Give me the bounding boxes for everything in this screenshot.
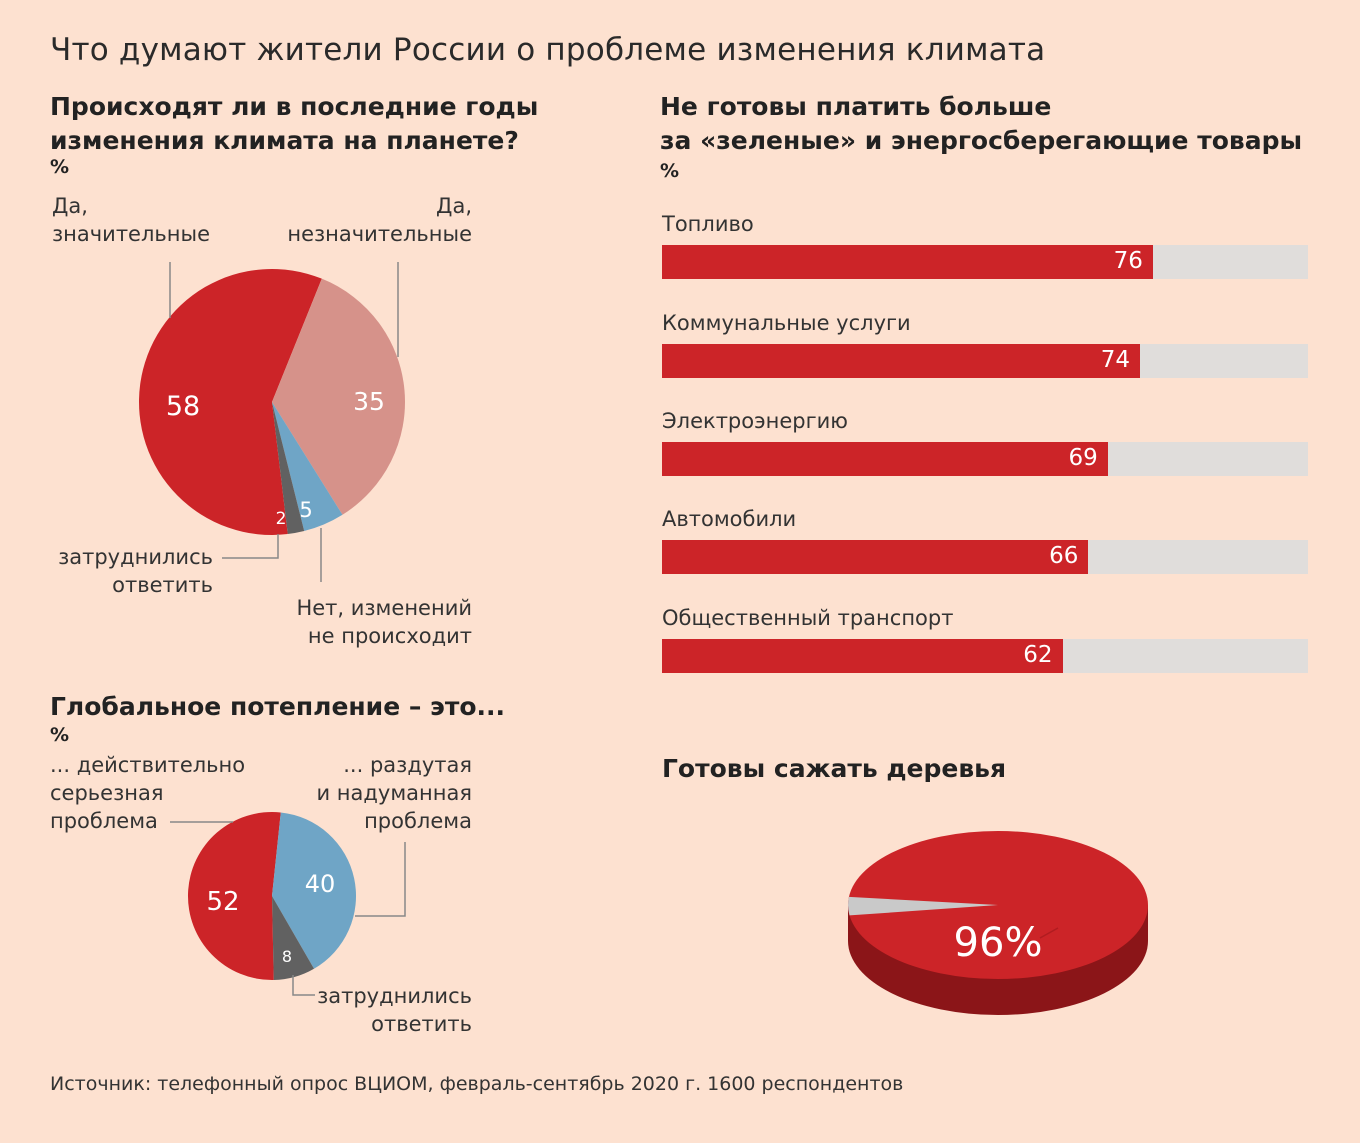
pie1-slice-no-change — [272, 402, 343, 532]
pie1-value-insignificant: 35 — [353, 387, 385, 416]
pie2-label-undecided-line2: ответить — [371, 1012, 472, 1036]
pie1-value-undecided: 2 — [276, 509, 287, 529]
pie1-label-no-change-line1: Нет, изменений — [296, 596, 472, 620]
bar-unit: % — [660, 160, 680, 182]
bar-value-cars: 66 — [1049, 543, 1079, 569]
bar-value-fuel: 76 — [1113, 248, 1143, 274]
pie2-label-exaggerated-line3: проблема — [364, 809, 472, 833]
page-title: Что думают жители России о проблеме изме… — [50, 32, 1046, 68]
bar-fuel: 76 — [662, 245, 1153, 279]
pie1-value-significant: 58 — [166, 391, 200, 422]
pie2-value-serious: 52 — [206, 887, 239, 917]
pie1-slice-significant — [138, 268, 322, 535]
pie1-title: Происходят ли в последние годы изменения… — [50, 90, 538, 158]
bar-label-electricity: Электроэнергию — [662, 409, 848, 433]
pie2-slice-exaggerated — [272, 812, 357, 969]
bar-electricity: 69 — [662, 442, 1108, 476]
pie1-unit: % — [50, 156, 70, 178]
bar-label-utilities: Коммунальные услуги — [662, 311, 911, 335]
bar-row: Электроэнергию 69 — [662, 409, 1308, 476]
pie1-leader-undecided — [222, 534, 279, 559]
bar-value-electricity: 69 — [1068, 445, 1098, 471]
pie1-label-insignificant: Да, незначительные — [287, 192, 472, 248]
bar-row: Топливо 76 — [662, 212, 1308, 279]
bar-track-public-transport: 62 — [662, 639, 1308, 673]
bar-row: Автомобили 66 — [662, 507, 1308, 574]
bar-label-fuel: Топливо — [662, 212, 754, 236]
pie1-label-undecided: затруднились ответить — [58, 543, 213, 599]
bar-value-public-transport: 62 — [1023, 642, 1053, 668]
pie2-value-undecided: 8 — [282, 947, 292, 966]
pie1-slice-undecided — [272, 402, 305, 535]
pie1-slice-insignificant — [272, 278, 406, 515]
pie2-unit: % — [50, 724, 70, 746]
pie2-leader-undecided — [292, 975, 315, 996]
pie2-slice-serious — [187, 811, 281, 980]
pie1-label-insignificant-line1: Да, — [436, 194, 472, 218]
pie1-label-insignificant-line2: незначительные — [287, 222, 472, 246]
pie1-label-no-change: Нет, изменений не происходит — [296, 594, 472, 650]
pie2-label-undecided: затруднились ответить — [317, 982, 472, 1038]
pie3-leader — [1039, 927, 1059, 939]
bar-track-fuel: 76 — [662, 245, 1308, 279]
bar-track-cars: 66 — [662, 540, 1308, 574]
bar-title-line1: Не готовы платить больше — [660, 92, 1052, 121]
pie3-slice-no — [848, 896, 998, 916]
bar-track-electricity: 69 — [662, 442, 1308, 476]
pie2-label-serious-line1: ... действительно — [50, 753, 246, 777]
pie1-label-undecided-line2: ответить — [112, 573, 213, 597]
pie1-value-no-change: 5 — [299, 498, 312, 522]
pie1-title-line1: Происходят ли в последние годы — [50, 92, 539, 121]
pie1-label-significant-line2: значительные — [52, 222, 211, 246]
bar-title-line2: за «зеленые» и энергосберегающие товары — [660, 126, 1303, 155]
bar-row: Общественный транспорт 62 — [662, 606, 1308, 673]
pie2-label-exaggerated-line2: и надуманная — [316, 781, 472, 805]
pie1-label-significant: Да, значительные — [52, 192, 210, 248]
bar-public-transport: 62 — [662, 639, 1063, 673]
pie2-label-serious: ... действительно серьезная проблема — [50, 751, 245, 835]
pie1-label-undecided-line1: затруднились — [58, 545, 213, 569]
bar-utilities: 74 — [662, 344, 1141, 378]
pie2-label-exaggerated: ... раздутая и надуманная проблема — [316, 751, 472, 835]
pie2-leader-exaggerated — [355, 842, 406, 917]
pie2-label-undecided-line1: затруднились — [317, 984, 472, 1008]
bar-row: Коммунальные услуги 74 — [662, 311, 1308, 378]
pie2-label-serious-line2: серьезная — [50, 781, 164, 805]
pie2-label-serious-line3: проблема — [50, 809, 158, 833]
pie3-title: Готовы сажать деревья — [662, 754, 1007, 783]
pie2-value-exaggerated: 40 — [305, 870, 336, 898]
pie2-slice-undecided — [272, 896, 314, 980]
bar-title: Не готовы платить больше за «зеленые» и … — [660, 90, 1302, 158]
pie2-title: Глобальное потепление – это... — [50, 692, 506, 721]
bar-value-utilities: 74 — [1100, 347, 1131, 373]
pie3-value-label: 96% — [954, 920, 1043, 966]
pie2-label-exaggerated-line1: ... раздутая — [343, 753, 472, 777]
pie1-label-no-change-line2: не происходит — [307, 624, 472, 648]
pie1-label-significant-line1: Да, — [52, 194, 88, 218]
source-note: Источник: телефонный опрос ВЦИОМ, феврал… — [50, 1073, 904, 1095]
bar-cars: 66 — [662, 540, 1089, 574]
bar-label-public-transport: Общественный транспорт — [662, 606, 954, 630]
bar-track-utilities: 74 — [662, 344, 1308, 378]
bar-label-cars: Автомобили — [662, 507, 797, 531]
pie1-title-line2: изменения климата на планете? — [50, 126, 519, 155]
